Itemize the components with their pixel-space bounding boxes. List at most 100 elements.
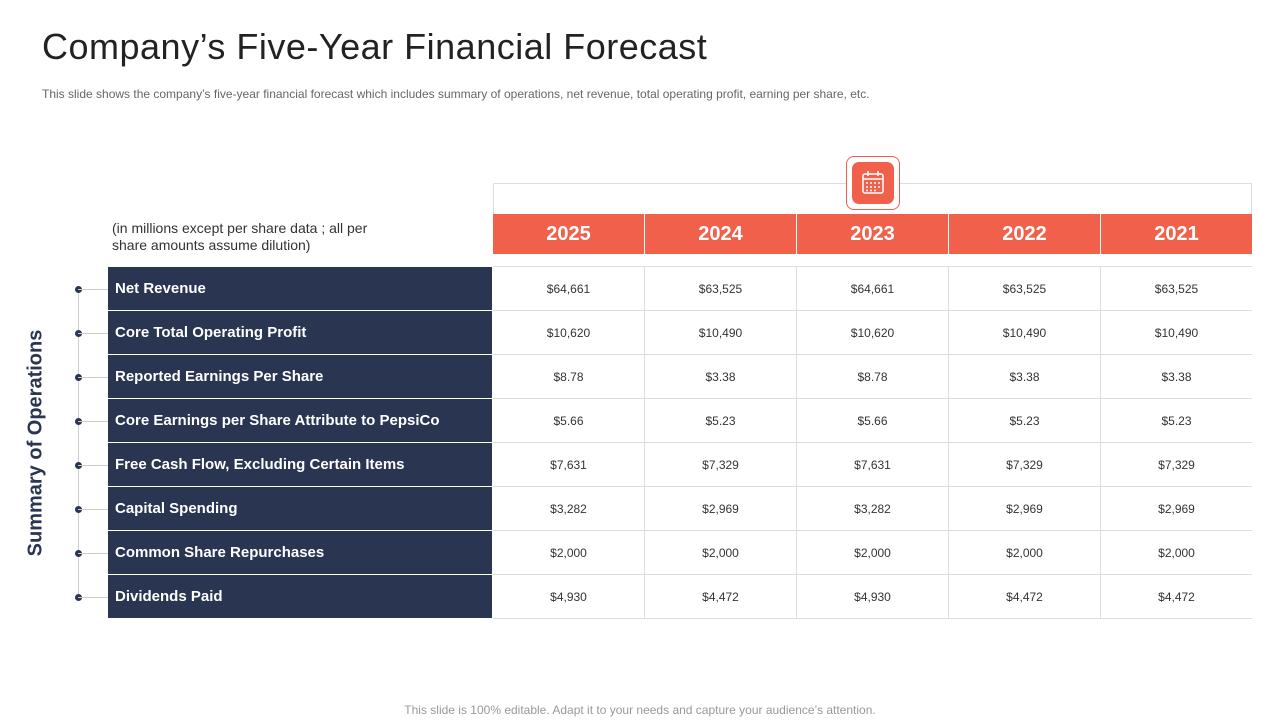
header-rule [493,266,1252,267]
value-cell: $2,000 [949,531,1100,575]
column-separator [796,214,797,254]
value-cell: $2,000 [493,531,644,575]
value-cell: $2,969 [949,487,1100,531]
value-cell: $63,525 [949,267,1100,311]
column-separator [796,443,797,487]
value-cell: $63,525 [1101,267,1252,311]
column-separator [1100,399,1101,443]
row-connector [78,377,108,378]
value-cell: $7,631 [797,443,948,487]
value-cell: $4,930 [797,575,948,619]
value-cell: $2,000 [645,531,796,575]
value-cell: $3,282 [797,487,948,531]
column-separator [1100,575,1101,619]
column-separator [948,311,949,355]
value-cell: $3.38 [949,355,1100,399]
calendar-icon [852,162,894,204]
column-separator [644,399,645,443]
column-separator [644,355,645,399]
value-cell: $2,000 [797,531,948,575]
row-connector [78,289,108,290]
column-separator [644,311,645,355]
value-cell: $4,472 [645,575,796,619]
row-connector [78,553,108,554]
value-cell: $3.38 [645,355,796,399]
value-cell: $4,930 [493,575,644,619]
column-separator [1100,355,1101,399]
column-separator [1100,214,1101,254]
column-separator [644,214,645,254]
side-label: Summary of Operations [24,329,47,557]
column-separator [1100,443,1101,487]
row-label: Common Share Repurchases [108,531,492,574]
column-separator [1100,487,1101,531]
value-cell: $5.23 [949,399,1100,443]
value-cell: $5.23 [645,399,796,443]
year-header: 2022 [949,214,1100,254]
row-connector [78,597,108,598]
row-connector [78,333,108,334]
value-cell: $64,661 [797,267,948,311]
row-label: Dividends Paid [108,575,492,618]
row-label: Reported Earnings Per Share [108,355,492,398]
row-label: Capital Spending [108,487,492,530]
value-cell: $7,329 [645,443,796,487]
value-cell: $8.78 [797,355,948,399]
column-separator [644,531,645,575]
row-label: Core Total Operating Profit [108,311,492,354]
title: Company’s Five-Year Financial Forecast [42,26,708,67]
column-separator [948,575,949,619]
year-header: 2021 [1101,214,1252,254]
row-connector [78,421,108,422]
value-cell: $10,490 [1101,311,1252,355]
value-cell: $7,631 [493,443,644,487]
value-cell: $8.78 [493,355,644,399]
column-separator [796,531,797,575]
calendar-glyph [862,171,884,194]
value-cell: $2,000 [1101,531,1252,575]
column-separator [644,575,645,619]
value-cell: $64,661 [493,267,644,311]
value-cell: $2,969 [645,487,796,531]
column-separator [948,267,949,311]
note: (in millions except per share data ; all… [112,220,368,253]
footer: This slide is 100% editable. Adapt it to… [404,703,876,717]
column-separator [796,399,797,443]
year-header: 2024 [645,214,796,254]
value-cell: $2,969 [1101,487,1252,531]
value-cell: $4,472 [949,575,1100,619]
column-separator [948,531,949,575]
value-cell: $10,620 [797,311,948,355]
column-separator [644,267,645,311]
column-separator [796,355,797,399]
column-separator [948,443,949,487]
timeline [77,290,79,596]
column-separator [948,214,949,254]
row-label: Free Cash Flow, Excluding Certain Items [108,443,492,486]
value-cell: $7,329 [1101,443,1252,487]
column-separator [948,487,949,531]
column-separator [948,399,949,443]
column-separator [948,355,949,399]
column-separator [644,443,645,487]
value-cell: $10,490 [949,311,1100,355]
value-cell: $10,490 [645,311,796,355]
value-cell: $7,329 [949,443,1100,487]
row-connector [78,465,108,466]
value-cell: $63,525 [645,267,796,311]
column-separator [1100,267,1101,311]
year-header: 2025 [493,214,644,254]
column-separator [796,267,797,311]
column-separator [1100,531,1101,575]
value-cell: $10,620 [493,311,644,355]
row-connector [78,509,108,510]
value-cell: $5.66 [493,399,644,443]
column-separator [796,575,797,619]
row-label: Core Earnings per Share Attribute to Pep… [108,399,492,442]
value-cell: $5.23 [1101,399,1252,443]
value-cell: $4,472 [1101,575,1252,619]
year-header: 2023 [797,214,948,254]
column-separator [796,487,797,531]
subtitle: This slide shows the company’s five-year… [42,87,870,101]
